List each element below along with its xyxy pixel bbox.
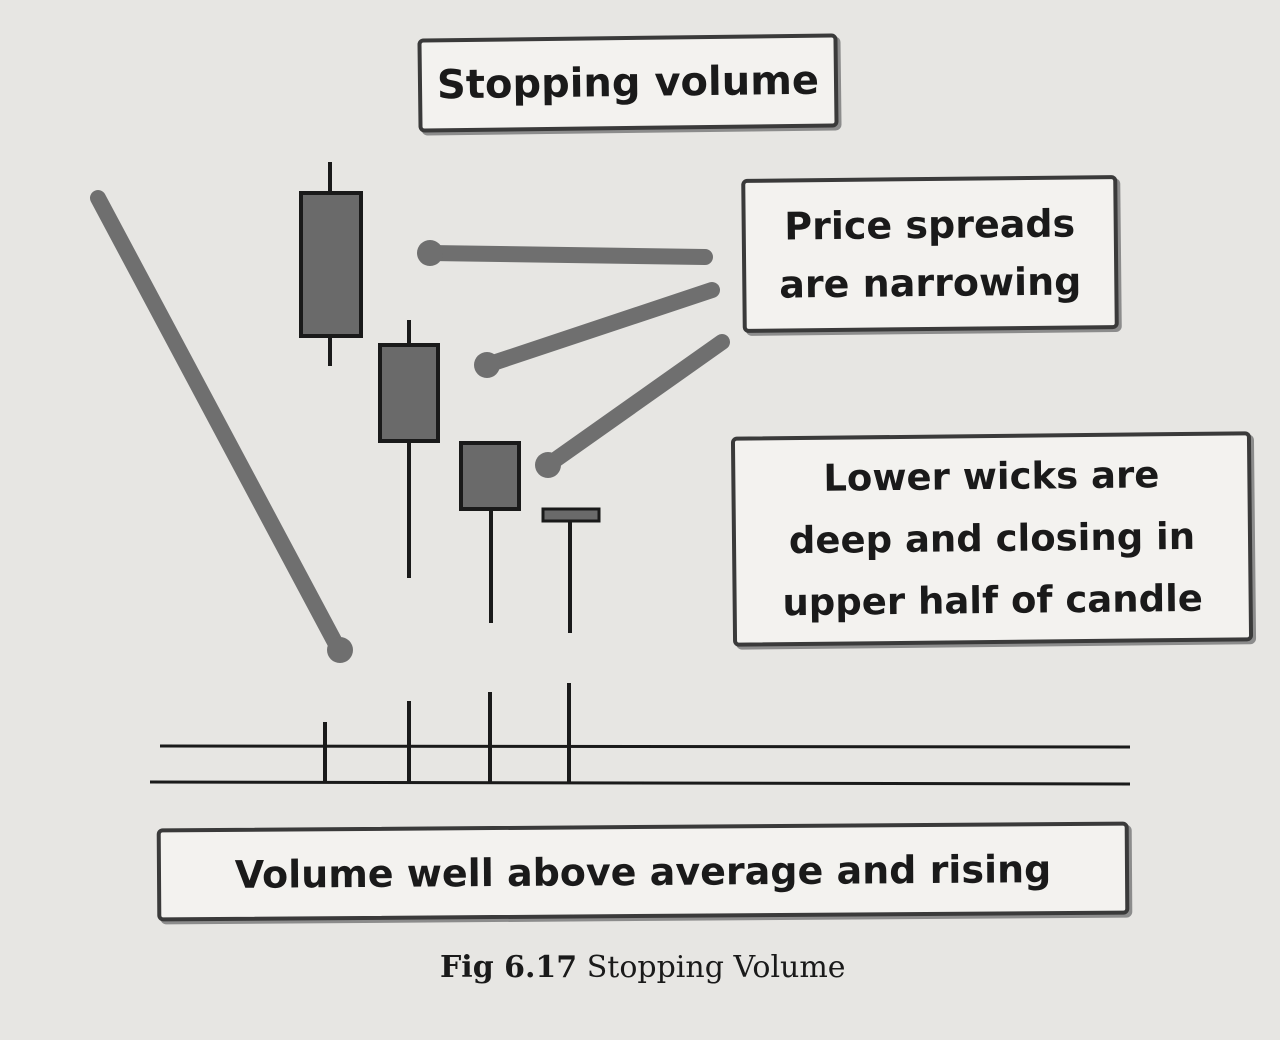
arrow-price-1 (417, 240, 713, 266)
stopping-volume-diagram (90, 162, 1131, 786)
volume-bars (323, 683, 571, 782)
lower-wicks-label: Lower wicks are deep and closing in uppe… (730, 431, 1254, 647)
price-spreads-label: Price spreads are narrowing (741, 175, 1119, 333)
price-spreads-line-1: Price spreads (784, 201, 1076, 249)
arrow-price-2 (474, 282, 720, 378)
stopping-volume-text: Stopping volume (436, 57, 820, 109)
volume-baseline (149, 780, 1131, 786)
candle-3 (459, 441, 521, 623)
figure-number: Fig 6.17 (440, 950, 578, 985)
figure-title: Stopping Volume (586, 950, 846, 985)
lower-wicks-line-2: deep and closing in (788, 514, 1196, 563)
volume-text: Volume well above average and rising (234, 846, 1052, 897)
price-spreads-line-2: are narrowing (779, 259, 1082, 307)
arrow-wicks (535, 334, 730, 478)
lower-wicks-line-3: upper half of candle (782, 576, 1204, 625)
volume-label: Volume well above average and rising (156, 821, 1130, 922)
candle-4 (541, 507, 601, 633)
candle-1 (299, 162, 363, 366)
lower-wicks-line-1: Lower wicks are (823, 453, 1160, 500)
arrow-volume (90, 190, 353, 663)
figure-caption: Fig 6.17 Stopping Volume (440, 950, 860, 985)
stopping-volume-label: Stopping volume (417, 33, 839, 133)
candle-2 (378, 320, 440, 578)
average-volume-line (159, 744, 1131, 749)
